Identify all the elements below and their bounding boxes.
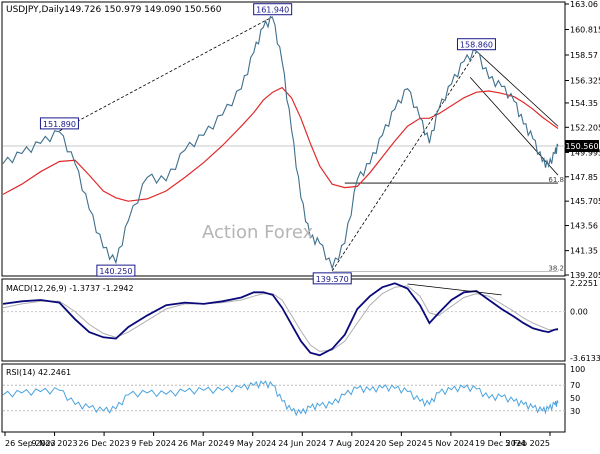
chart-symbol: USDJPY,Daily bbox=[6, 5, 65, 15]
price-y-tick-label: 154.35 bbox=[570, 99, 598, 108]
price-y-tick-label: 156.325 bbox=[570, 77, 600, 86]
price-y-tick-label: 152.205 bbox=[570, 123, 600, 132]
annotation-box bbox=[312, 272, 352, 285]
x-tick-label: 9 Nov 2023 bbox=[31, 439, 77, 448]
rsi-y-tick-label: 70 bbox=[570, 381, 580, 390]
rsi-y-tick-label: 50 bbox=[570, 394, 580, 403]
rsi-pane-frame bbox=[1, 363, 566, 433]
x-tick-label: 24 Jun 2024 bbox=[278, 439, 326, 448]
x-tick-label: 5 Nov 2024 bbox=[428, 439, 474, 448]
macd-divergence-line bbox=[407, 283, 502, 296]
x-tick-label: 9 Feb 2024 bbox=[131, 439, 176, 448]
x-tick-label: 26 Sep 2023 bbox=[5, 439, 56, 448]
trendline-dashed-2 bbox=[331, 51, 477, 272]
price-series bbox=[2, 15, 559, 271]
price-y-axis: 163.06 160.815 158.57 156.325 154.35 152.205 1… bbox=[565, 0, 600, 280]
price-y-tick-label: 160.815 bbox=[570, 26, 600, 35]
rsi-title: RSI(14) 42.2461 bbox=[6, 368, 71, 377]
rsi-y-tick-label: 100 bbox=[570, 365, 585, 374]
x-tick-label: 26 Mar 2024 bbox=[178, 439, 229, 448]
annotation-box bbox=[253, 3, 293, 16]
macd-pane-frame bbox=[1, 278, 566, 362]
price-y-tick-label: 141.35 bbox=[570, 247, 598, 256]
annotation-box bbox=[96, 264, 136, 277]
macd-y-tick-label: 0.00 bbox=[570, 308, 588, 317]
x-tick-label: 7 Aug 2024 bbox=[329, 439, 375, 448]
macd-y-tick-label: -3.6133 bbox=[570, 354, 600, 363]
trendline-dashed-1 bbox=[59, 16, 273, 132]
x-tick-label: 19 Dec 2024 bbox=[475, 439, 526, 448]
price-y-tick-label: 149.995 bbox=[570, 148, 600, 157]
price-line bbox=[2, 15, 559, 271]
chart-ohlc: 149.726 150.979 149.090 150.560 bbox=[64, 5, 222, 15]
current-price-tag bbox=[565, 140, 599, 153]
rsi-line bbox=[2, 380, 559, 417]
annotation-label: 139.570 bbox=[316, 275, 349, 284]
price-overlays: 61.8 38.2 bbox=[3, 16, 565, 273]
price-y-tick-label: 139.205 bbox=[570, 271, 600, 280]
channel-upper-line bbox=[476, 50, 559, 127]
price-annotations: 161.940 151.890 140.250 158.860 139.570 150.5… bbox=[39, 3, 599, 285]
price-y-tick-label: 147.85 bbox=[570, 173, 598, 182]
current-price-tag-label: 150.560 bbox=[565, 142, 598, 151]
macd-title: MACD(12,26,9) -1.3737 -1.2942 bbox=[6, 284, 134, 293]
annotation-box bbox=[39, 117, 79, 130]
x-tick-label: 26 Dec 2023 bbox=[79, 439, 130, 448]
annotation-label: 151.890 bbox=[43, 120, 76, 129]
macd-main-line bbox=[2, 282, 559, 357]
annotation-label: 140.250 bbox=[99, 267, 132, 276]
fib-level-38-2-label: 38.2 bbox=[548, 265, 564, 273]
x-tick-label: 9 May 2024 bbox=[229, 439, 276, 448]
rsi-y-axis: 100 70 50 30 bbox=[570, 365, 585, 416]
macd-series bbox=[2, 282, 559, 357]
annotation-box bbox=[456, 38, 496, 51]
watermark: Action Forex bbox=[202, 222, 314, 243]
x-tick-label: 5 Feb 2025 bbox=[505, 439, 550, 448]
annotation-label: 161.940 bbox=[256, 6, 289, 15]
moving-average-line bbox=[2, 86, 559, 202]
macd-y-axis: 2.2251 0.00 -3.6133 bbox=[570, 279, 600, 363]
macd-y-tick-label: 2.2251 bbox=[570, 279, 598, 288]
price-pane-frame bbox=[1, 1, 566, 277]
price-y-tick-label: 145.705 bbox=[570, 197, 600, 206]
x-tick-label: 20 Sep 2024 bbox=[376, 439, 427, 448]
price-y-tick-label: 163.06 bbox=[570, 0, 598, 9]
rsi-y-tick-label: 30 bbox=[570, 407, 580, 416]
price-y-tick-label: 158.57 bbox=[570, 51, 598, 60]
price-y-tick-label: 143.56 bbox=[570, 222, 598, 231]
annotation-label: 158.860 bbox=[460, 41, 493, 50]
fib-level-61-8-label: 61.8 bbox=[548, 176, 564, 184]
rsi-series bbox=[2, 380, 559, 417]
